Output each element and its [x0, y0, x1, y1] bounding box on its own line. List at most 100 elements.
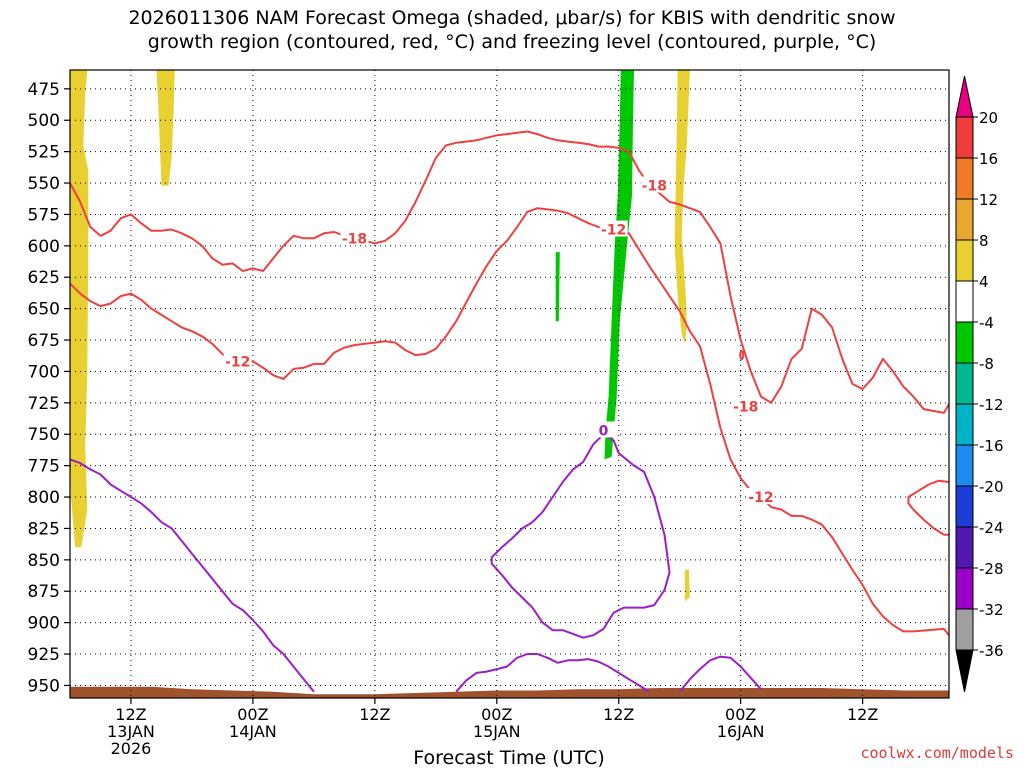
- omega-region-3: [156, 70, 175, 186]
- y-tick-label-14: 825: [28, 519, 60, 539]
- dendritic-contour-2: [907, 479, 949, 536]
- y-tick-label-1: 500: [28, 111, 60, 131]
- terrain: [70, 686, 949, 698]
- contours: [70, 130, 949, 693]
- colorbar-label-12: -32: [979, 601, 1004, 619]
- y-tick-label-18: 925: [28, 645, 60, 665]
- x-tick-label-5-0: 00Z: [725, 705, 756, 724]
- omega-region-5: [684, 569, 690, 602]
- x-tick-label-0-0: 12Z: [115, 705, 146, 724]
- contour-label-text-5: -12: [748, 490, 773, 506]
- freezing-contour-4: [490, 433, 671, 639]
- contour-label-1: -12: [223, 352, 252, 370]
- omega-region-2: [70, 70, 89, 548]
- y-tick-label-3: 550: [28, 174, 60, 194]
- contour-label-text-2: -18: [642, 179, 667, 195]
- contour-label-bg-4: [731, 397, 760, 414]
- x-tick-label-4-0: 12Z: [603, 705, 634, 724]
- colorbar-label-8: -16: [979, 437, 1004, 455]
- colorbar-label-2: 12: [979, 191, 998, 209]
- y-tick-label-4: 575: [28, 205, 60, 225]
- x-tick-label-6-0: 12Z: [847, 705, 878, 724]
- chart-title: 2026011306 NAM Forecast Omega (shaded, μ…: [0, 6, 1024, 54]
- freezing-contour-3: [70, 458, 315, 693]
- contour-label-6: 0: [589, 421, 618, 439]
- y-tick-label-0: 475: [28, 80, 60, 100]
- x-tick-label-0-2: 2026: [111, 739, 152, 758]
- y-tick-label-10: 725: [28, 394, 60, 414]
- x-tick-label-0-1: 13JAN: [107, 722, 155, 741]
- contour-label-text-4: -18: [733, 400, 758, 416]
- colorbar-label-0: 20: [979, 109, 998, 127]
- colorbar-bottom-arrow: [955, 649, 974, 693]
- colorbar-label-1: 16: [979, 150, 998, 168]
- y-tick-label-8: 675: [28, 331, 60, 351]
- omega-shading: [70, 70, 690, 602]
- chart-title-line-1: 2026011306 NAM Forecast Omega (shaded, μ…: [128, 7, 896, 29]
- contour-label-bg-3: [599, 220, 628, 237]
- x-tick-label-2-0: 12Z: [359, 705, 390, 724]
- contour-label-bg-5: [747, 488, 776, 505]
- colorbar-label-4: 4: [979, 273, 989, 291]
- colorbar-swatch-8: [955, 444, 974, 487]
- x-axis-label: Forecast Time (UTC): [413, 747, 604, 768]
- y-tick-label-19: 950: [28, 676, 60, 696]
- colorbar-swatch-11: [955, 567, 974, 610]
- plot-frame: [69, 69, 950, 699]
- contour-label-2: -18: [640, 176, 669, 195]
- contour-label-5: -12: [747, 488, 776, 506]
- y-tick-label-5: 600: [28, 237, 60, 257]
- colorbar-swatch-2: [955, 198, 974, 241]
- contour-label-bg-6: [589, 421, 618, 438]
- ground-surface: [70, 686, 949, 698]
- dendritic-contour-0: [70, 130, 949, 414]
- chart-title-line-2: growth region (contoured, red, °C) and f…: [147, 31, 877, 53]
- omega-region-0: [604, 70, 634, 460]
- x-tick-label-5-1: 16JAN: [717, 722, 765, 741]
- colorbar-label-9: -20: [979, 478, 1004, 496]
- contour-label-4: -18: [731, 397, 760, 416]
- contour-label-0: -18: [340, 229, 369, 247]
- y-tick-label-17: 900: [28, 614, 60, 634]
- y-axis: 475 500 525 550 575 600 625 650 675 700 725 750 775 8…: [28, 80, 70, 696]
- colorbar-label-13: -36: [979, 642, 1004, 660]
- colorbar-swatch-0: [955, 116, 974, 159]
- colorbar-top-arrow: [955, 75, 974, 118]
- colorbar: 20 16 12 8 4 -4 -8 -12 -16 -20 -24 -28 -32 -36: [955, 75, 1004, 693]
- x-tick-label-1-1: 14JAN: [229, 722, 277, 741]
- colorbar-swatch-10: [955, 526, 974, 569]
- dendritic-contour-small: [739, 350, 745, 361]
- colorbar-label-6: -8: [979, 355, 994, 373]
- x-tick-label-3-0: 00Z: [481, 705, 512, 724]
- y-tick-label-15: 850: [28, 551, 60, 571]
- colorbar-label-11: -28: [979, 560, 1004, 578]
- colorbar-label-3: 8: [979, 232, 989, 250]
- dendritic-contour-1: [70, 207, 949, 636]
- contour-label-bg-2: [640, 176, 669, 193]
- y-tick-label-7: 650: [28, 300, 60, 320]
- colorbar-swatch-7: [955, 403, 974, 446]
- colorbar-swatch-4: [955, 280, 974, 323]
- contour-label-bg-0: [340, 229, 369, 246]
- contour-label-bg-1: [223, 352, 252, 369]
- y-tick-label-13: 800: [28, 488, 60, 508]
- contour-label-3: -12: [599, 220, 628, 239]
- colorbar-swatch-9: [955, 485, 974, 528]
- colorbar-swatch-6: [955, 362, 974, 405]
- colorbar-swatch-1: [955, 157, 974, 200]
- colorbar-label-7: -12: [979, 396, 1004, 414]
- y-tick-label-16: 875: [28, 582, 60, 602]
- contour-labels: -18 -12 -18 -12 -18 -12 0: [223, 176, 776, 506]
- credit-link[interactable]: coolwx.com/models: [860, 744, 1014, 762]
- contour-label-text-3: -12: [601, 223, 626, 239]
- y-tick-label-11: 750: [28, 425, 60, 445]
- colorbar-swatch-3: [955, 239, 974, 282]
- colorbar-label-5: -4: [979, 314, 994, 332]
- omega-region-1: [555, 252, 560, 322]
- colorbar-swatch-5: [955, 321, 974, 364]
- x-tick-label-1-0: 00Z: [237, 705, 268, 724]
- y-tick-label-9: 700: [28, 362, 60, 382]
- omega-region-4: [674, 70, 690, 344]
